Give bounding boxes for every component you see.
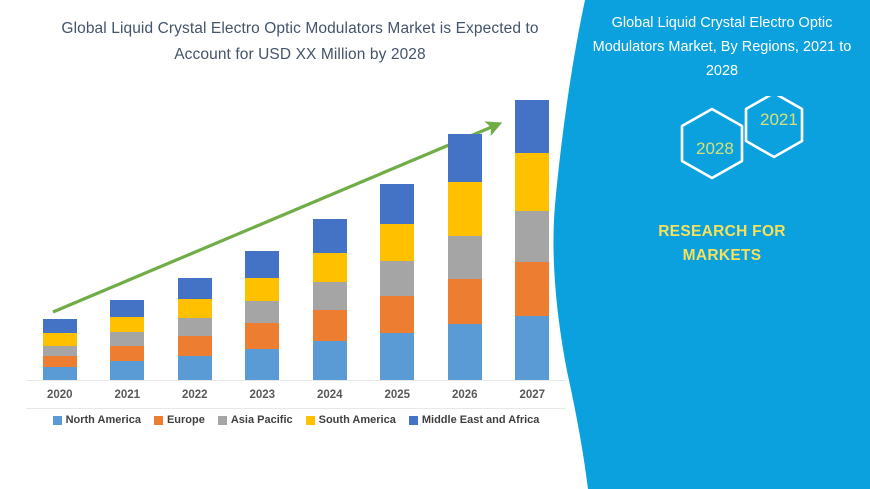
brand-wordmark: RESEARCH FOR MARKETS (590, 220, 854, 268)
legend-swatch-icon (52, 415, 62, 425)
bar-slot (364, 100, 432, 380)
right-panel-shape (553, 0, 870, 489)
bar-segment[interactable] (177, 355, 212, 380)
brand-line-2: MARKETS (682, 247, 762, 264)
legend-swatch-icon (153, 415, 163, 425)
bar-segment[interactable] (42, 345, 77, 356)
legend-divider (26, 408, 566, 409)
bar-group (26, 100, 566, 380)
bar-segment[interactable] (447, 278, 482, 325)
stacked-bar[interactable] (177, 277, 212, 380)
chart-legend: North America Europe Asia Pacific South Ame… (26, 414, 566, 426)
right-panel: Global Liquid Crystal Electro Optic Modu… (530, 0, 870, 489)
bar-segment[interactable] (110, 332, 145, 346)
bar-segment[interactable] (380, 184, 415, 225)
bar-segment[interactable] (312, 253, 347, 283)
x-axis-labels: 2020 2021 2022 2023 2024 2025 2026 2027 (26, 384, 566, 406)
bar-segment[interactable] (447, 182, 482, 236)
x-axis-line (26, 380, 566, 381)
right-panel-content: Global Liquid Crystal Electro Optic Modu… (530, 0, 870, 489)
stacked-bar[interactable] (312, 218, 347, 380)
x-axis-tick-label: 2024 (316, 389, 343, 401)
x-axis-tick-label: 2025 (384, 389, 411, 401)
hexagon-label-2021: 2021 (760, 110, 798, 129)
stacked-bar[interactable] (380, 184, 415, 380)
legend-label: North America (65, 414, 141, 426)
bar-segment[interactable] (312, 341, 347, 380)
bar-segment[interactable] (42, 366, 77, 380)
stacked-bar[interactable] (42, 318, 77, 380)
hexagon-outlines-icon (680, 91, 804, 180)
bar-segment[interactable] (177, 335, 212, 356)
bar-segment[interactable] (515, 211, 550, 263)
bar-segment[interactable] (447, 235, 482, 279)
bar-segment[interactable] (515, 315, 550, 380)
bar-segment[interactable] (380, 261, 415, 296)
x-axis-tick-label: 2026 (451, 389, 478, 401)
bar-segment[interactable] (177, 277, 212, 299)
bar-slot (94, 100, 162, 380)
bar-segment[interactable] (245, 251, 280, 278)
bar-slot (499, 100, 567, 380)
legend-label: Europe (166, 414, 205, 426)
bar-segment[interactable] (245, 301, 280, 324)
bar-segment[interactable] (42, 318, 77, 334)
right-panel-title: Global Liquid Crystal Electro Optic Modu… (592, 15, 852, 79)
bar-segment[interactable] (245, 277, 280, 302)
bar-segment[interactable] (380, 333, 415, 380)
x-axis-tick-label: 2027 (519, 389, 546, 401)
legend-item[interactable]: North America (52, 414, 141, 426)
stacked-bar[interactable] (447, 134, 482, 380)
bar-slot (161, 100, 229, 380)
bar-segment[interactable] (447, 324, 482, 380)
legend-item[interactable]: South America (305, 414, 396, 426)
bar-segment[interactable] (380, 224, 415, 262)
bar-segment[interactable] (312, 282, 347, 311)
x-axis-tick-label: 2022 (181, 389, 208, 401)
bar-slot (296, 100, 364, 380)
bar-slot (26, 100, 94, 380)
plot-area (26, 100, 566, 380)
x-axis-tick-label: 2021 (114, 389, 141, 401)
bar-segment[interactable] (312, 218, 347, 254)
legend-item[interactable]: Middle East and Africa (408, 414, 540, 426)
legend-swatch-icon (305, 415, 315, 425)
legend-swatch-icon (217, 415, 227, 425)
hexagon-group: 2028 2021 (648, 91, 848, 206)
stacked-bar[interactable] (245, 251, 280, 380)
bar-segment[interactable] (177, 317, 212, 336)
bar-segment[interactable] (110, 316, 145, 333)
legend-swatch-icon (408, 415, 418, 425)
bar-segment[interactable] (312, 310, 347, 342)
legend-label: South America (318, 414, 396, 426)
bar-segment[interactable] (380, 295, 415, 334)
legend-item[interactable]: Asia Pacific (217, 414, 293, 426)
bar-segment[interactable] (177, 298, 212, 318)
x-axis-tick-label: 2023 (249, 389, 276, 401)
stacked-bar[interactable] (515, 100, 550, 380)
legend-label: Asia Pacific (230, 414, 293, 426)
bar-segment[interactable] (515, 262, 550, 316)
bar-slot (229, 100, 297, 380)
x-axis-tick-label: 2020 (46, 389, 73, 401)
hexagon-label-2028: 2028 (696, 139, 734, 158)
bar-segment[interactable] (447, 134, 482, 183)
chart-title: Global Liquid Crystal Electro Optic Modu… (61, 20, 539, 63)
brand-line-1: RESEARCH FOR (658, 223, 786, 240)
bar-segment[interactable] (110, 300, 145, 317)
bar-segment[interactable] (110, 345, 145, 362)
bar-segment[interactable] (515, 153, 550, 212)
bar-segment[interactable] (515, 100, 550, 154)
stacked-bar[interactable] (110, 300, 145, 380)
bar-segment[interactable] (245, 348, 280, 380)
chart-panel: Global Liquid Crystal Electro Optic Modu… (26, 20, 566, 426)
bar-segment[interactable] (42, 333, 77, 346)
bar-segment[interactable] (245, 323, 280, 349)
bar-segment[interactable] (110, 361, 145, 380)
bar-segment[interactable] (42, 355, 77, 367)
legend-label: Middle East and Africa (421, 414, 540, 426)
bar-slot (431, 100, 499, 380)
legend-item[interactable]: Europe (153, 414, 205, 426)
